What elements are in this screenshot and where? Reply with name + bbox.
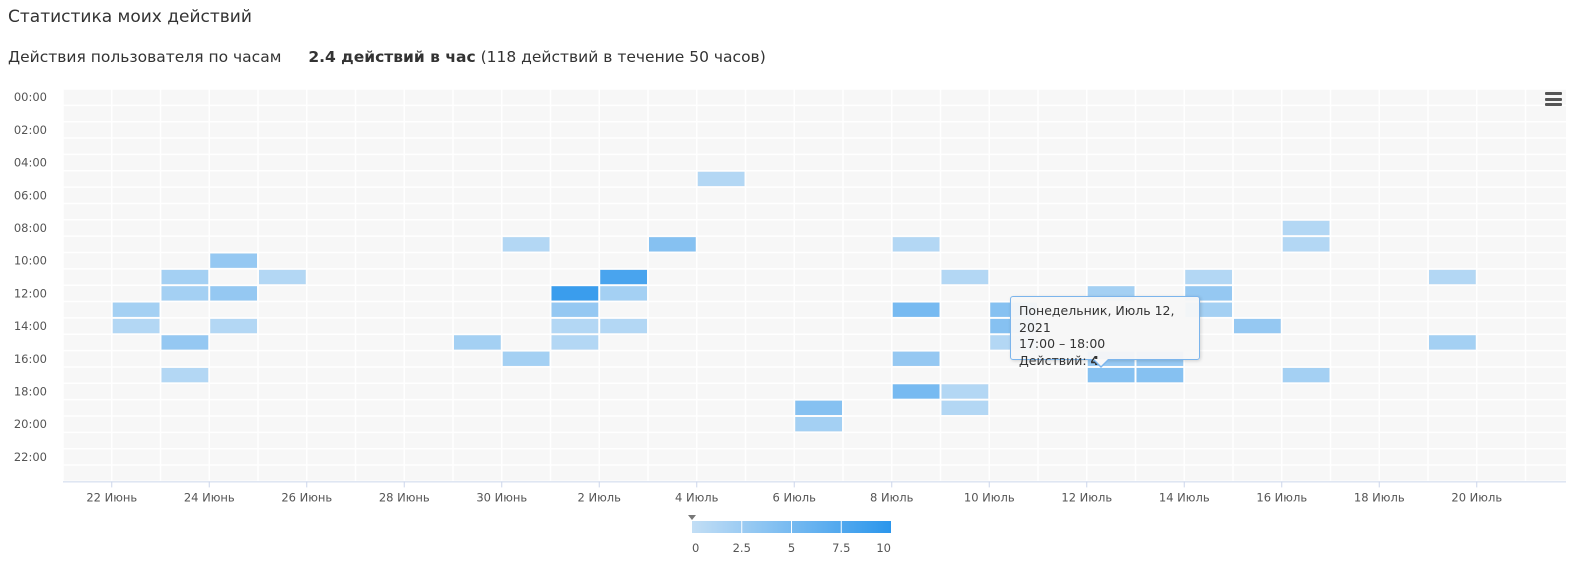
x-tick-label: 12 Июль <box>1061 490 1112 504</box>
y-tick-label: 02:00 <box>14 123 47 137</box>
heatmap-cell[interactable] <box>697 171 745 187</box>
y-tick-label: 12:00 <box>14 286 47 300</box>
tooltip-date: Понедельник, Июль 12, 2021 <box>1019 303 1175 335</box>
heatmap-cell[interactable] <box>551 318 599 334</box>
heatmap-cell[interactable] <box>551 335 599 350</box>
heatmap-cell[interactable] <box>454 335 501 350</box>
subtitle: Действия пользователя по часам 2.4 дейст… <box>8 48 766 66</box>
heatmap-cell[interactable] <box>892 237 940 252</box>
heatmap-cell[interactable] <box>551 302 599 317</box>
heatmap-cell[interactable] <box>161 286 209 301</box>
heatmap-cell[interactable] <box>1136 367 1184 383</box>
heatmap-cell[interactable] <box>161 335 209 350</box>
x-tick-label: 20 Июль <box>1451 490 1502 504</box>
page-title: Статистика моих действий <box>8 7 252 27</box>
heatmap-cell[interactable] <box>210 286 257 301</box>
y-tick-label: 20:00 <box>14 417 47 431</box>
heatmap-cell[interactable] <box>1429 269 1476 285</box>
subtitle-label: Действия пользователя по часам <box>8 48 282 66</box>
y-tick-label: 06:00 <box>14 188 47 202</box>
tooltip-actions-label: Действий: <box>1019 352 1087 368</box>
y-tick-label: 22:00 <box>14 450 47 464</box>
heatmap-cell[interactable] <box>1282 237 1330 252</box>
heatmap-cell[interactable] <box>649 237 696 252</box>
legend-label: 0 <box>692 541 699 555</box>
heatmap-cell[interactable] <box>1087 367 1135 383</box>
y-tick-label: 18:00 <box>14 384 47 398</box>
heatmap-cell[interactable] <box>1185 269 1232 285</box>
heatmap-cell[interactable] <box>551 286 599 301</box>
x-tick-label: 4 Июль <box>675 490 719 504</box>
tooltip-arrow-inner <box>1094 359 1108 366</box>
legend-label: 10 <box>876 541 891 555</box>
heatmap-cell[interactable] <box>112 302 160 317</box>
x-tick-label: 6 Июль <box>773 490 817 504</box>
heatmap-cell[interactable] <box>161 269 209 285</box>
heatmap-cell[interactable] <box>892 384 940 399</box>
y-tick-label: 08:00 <box>14 221 47 235</box>
x-tick-label: 2 Июль <box>578 490 622 504</box>
legend-label: 5 <box>788 541 795 555</box>
heatmap-cell[interactable] <box>795 400 842 415</box>
tooltip-time-range: 17:00 – 18:00 <box>1019 336 1106 351</box>
heatmap-cell[interactable] <box>941 384 989 399</box>
x-tick-label: 28 Июнь <box>379 490 430 504</box>
heatmap-cell[interactable] <box>210 318 257 334</box>
legend-label: 2.5 <box>733 541 751 555</box>
heatmap-cell[interactable] <box>502 237 550 252</box>
heatmap-cell[interactable] <box>210 253 257 268</box>
x-tick-label: 8 Июль <box>870 490 914 504</box>
x-axis-ticks: 22 Июнь 24 Июнь 26 Июнь 28 Июнь 30 Июнь 2 Июл… <box>86 481 1502 504</box>
x-tick-label: 18 Июль <box>1354 490 1405 504</box>
x-tick-label: 26 Июнь <box>281 490 332 504</box>
y-tick-label: 14:00 <box>14 319 47 333</box>
x-tick-label: 22 Июнь <box>86 490 137 504</box>
y-axis-ticks: 00:00 02:00 04:00 06:00 08:00 10:00 12:00 14:00… <box>14 90 47 464</box>
y-tick-label: 16:00 <box>14 352 47 366</box>
y-tick-label: 04:00 <box>14 156 47 170</box>
tooltip: Понедельник, Июль 12, 2021 17:00 – 18:00… <box>1010 296 1200 368</box>
color-legend: 0 2.5 5 7.5 10 <box>688 515 891 555</box>
legend-label: 7.5 <box>832 541 850 555</box>
y-tick-label: 10:00 <box>14 254 47 268</box>
heatmap-cell[interactable] <box>941 400 989 415</box>
tooltip-actions: Действий: 4 <box>1019 353 1199 370</box>
heatmap-cell[interactable] <box>161 367 209 383</box>
heatmap-cell[interactable] <box>1429 335 1476 350</box>
heatmap-cell[interactable] <box>112 318 160 334</box>
x-tick-label: 10 Июль <box>964 490 1015 504</box>
heatmap-cell[interactable] <box>1234 318 1281 334</box>
actions-rate-detail: (118 действий в течение 50 часов) <box>480 48 766 66</box>
y-tick-label: 00:00 <box>14 90 47 104</box>
legend-marker <box>688 515 696 520</box>
actions-rate: 2.4 действий в час <box>308 48 476 66</box>
heatmap-cell[interactable] <box>892 351 940 366</box>
heatmap-cell[interactable] <box>502 351 550 366</box>
x-tick-label: 30 Июнь <box>476 490 527 504</box>
heatmap-cell[interactable] <box>600 286 647 301</box>
heatmap-cell[interactable] <box>941 269 989 285</box>
x-tick-label: 14 Июль <box>1159 490 1210 504</box>
heatmap-cell[interactable] <box>1282 367 1330 383</box>
x-tick-label: 24 Июнь <box>184 490 235 504</box>
heatmap-cell[interactable] <box>600 318 647 334</box>
heatmap-cell[interactable] <box>600 269 647 285</box>
x-tick-label: 16 Июль <box>1256 490 1307 504</box>
heatmap-cell[interactable] <box>892 302 940 317</box>
heatmap-grid <box>62 88 1566 483</box>
heatmap-cell[interactable] <box>795 417 842 432</box>
heatmap-cell[interactable] <box>259 269 306 285</box>
hamburger-menu-icon[interactable] <box>1545 92 1565 110</box>
heatmap-cell[interactable] <box>1282 220 1330 236</box>
